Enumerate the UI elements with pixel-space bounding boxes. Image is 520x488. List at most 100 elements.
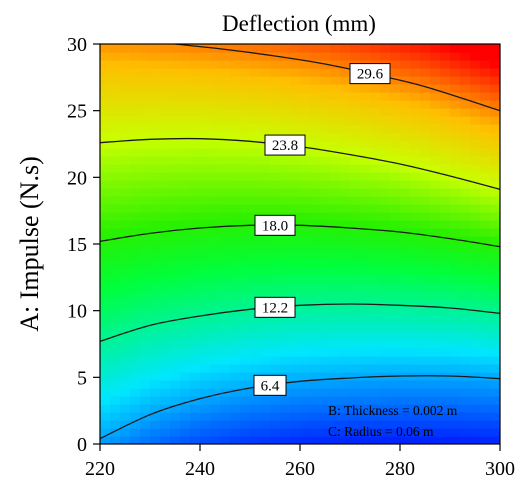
heat-cell xyxy=(400,428,411,437)
heat-cell xyxy=(200,236,211,245)
heat-cell xyxy=(460,52,471,61)
heat-cell xyxy=(290,124,301,133)
heat-cell xyxy=(450,436,461,444)
heat-cell xyxy=(260,188,271,197)
heat-cell xyxy=(170,420,181,429)
heat-cell xyxy=(300,308,311,317)
heat-cell xyxy=(320,276,331,285)
heat-cell xyxy=(420,268,431,277)
heat-cell xyxy=(350,92,361,101)
heat-cell xyxy=(150,364,161,373)
heat-cell xyxy=(380,140,391,149)
heat-cell xyxy=(220,140,231,149)
heat-cell xyxy=(300,156,311,165)
heat-cell xyxy=(390,412,401,421)
heat-cell xyxy=(350,244,361,253)
heat-cell xyxy=(470,60,481,69)
heat-cell xyxy=(170,212,181,221)
heat-cell xyxy=(140,236,151,245)
heat-cell xyxy=(470,84,481,93)
heat-cell xyxy=(260,268,271,277)
heat-cell xyxy=(280,268,291,277)
heat-cell xyxy=(200,380,211,389)
heat-cell xyxy=(330,164,341,173)
heat-cell xyxy=(340,404,351,413)
heat-cell xyxy=(340,308,351,317)
heat-cell xyxy=(230,164,241,173)
heat-cell xyxy=(440,412,451,421)
heat-cell xyxy=(110,308,121,317)
heat-cell xyxy=(250,156,261,165)
heat-cell xyxy=(270,412,281,421)
heat-cell xyxy=(460,212,471,221)
heat-cell xyxy=(200,340,211,349)
heat-cell xyxy=(220,148,231,157)
heat-cell xyxy=(150,372,161,381)
heat-cell xyxy=(130,308,141,317)
heat-cell xyxy=(120,116,131,125)
heat-cell xyxy=(400,212,411,221)
heat-cell xyxy=(420,284,431,293)
heat-cell xyxy=(330,188,341,197)
heat-cell xyxy=(280,172,291,181)
heat-cell xyxy=(330,428,341,437)
heat-cell xyxy=(170,268,181,277)
heat-cell xyxy=(220,276,231,285)
heat-cell xyxy=(470,340,481,349)
heat-cell xyxy=(340,268,351,277)
heat-cell xyxy=(120,340,131,349)
heat-cell xyxy=(220,116,231,125)
heat-cell xyxy=(470,348,481,357)
heat-cell xyxy=(200,428,211,437)
heat-cell xyxy=(130,68,141,77)
heat-cell xyxy=(230,324,241,333)
heat-cell xyxy=(170,196,181,205)
heat-cell xyxy=(360,164,371,173)
heat-cell xyxy=(350,276,361,285)
heat-cell xyxy=(120,428,131,437)
heat-cell xyxy=(260,76,271,85)
heat-cell xyxy=(430,324,441,333)
heat-cell xyxy=(110,236,121,245)
heat-cell xyxy=(170,100,181,109)
heat-cell xyxy=(120,220,131,229)
heat-cell xyxy=(370,236,381,245)
heat-cell xyxy=(470,164,481,173)
heat-cell xyxy=(190,436,201,444)
heat-cell xyxy=(240,428,251,437)
heat-cell xyxy=(160,380,171,389)
heat-cell xyxy=(180,196,191,205)
heat-cell xyxy=(110,260,121,269)
heat-cell xyxy=(480,284,491,293)
heat-cell xyxy=(310,292,321,301)
heat-cell xyxy=(110,324,121,333)
heat-cell xyxy=(180,252,191,261)
y-tick-label: 15 xyxy=(67,234,87,256)
heat-cell xyxy=(220,100,231,109)
heat-cell xyxy=(300,324,311,333)
heat-cell xyxy=(480,196,491,205)
heat-cell xyxy=(410,44,421,53)
heat-cell xyxy=(450,252,461,261)
heat-cell xyxy=(320,44,331,53)
heat-cell xyxy=(100,140,111,149)
heat-cell xyxy=(410,380,421,389)
heat-cell xyxy=(120,44,131,53)
heat-cell xyxy=(230,404,241,413)
heat-cell xyxy=(480,204,491,213)
heat-cell xyxy=(480,228,491,237)
heat-cell xyxy=(310,92,321,101)
heat-cell xyxy=(200,324,211,333)
heat-cell xyxy=(470,268,481,277)
heat-cell xyxy=(370,420,381,429)
heat-cell xyxy=(290,108,301,117)
heat-cell xyxy=(410,228,421,237)
heat-cell xyxy=(420,396,431,405)
heat-cell xyxy=(400,276,411,285)
heat-cell xyxy=(340,380,351,389)
heat-cell xyxy=(370,252,381,261)
heat-cell xyxy=(140,60,151,69)
heat-cell xyxy=(320,180,331,189)
heat-cell xyxy=(320,396,331,405)
heat-cell xyxy=(420,156,431,165)
